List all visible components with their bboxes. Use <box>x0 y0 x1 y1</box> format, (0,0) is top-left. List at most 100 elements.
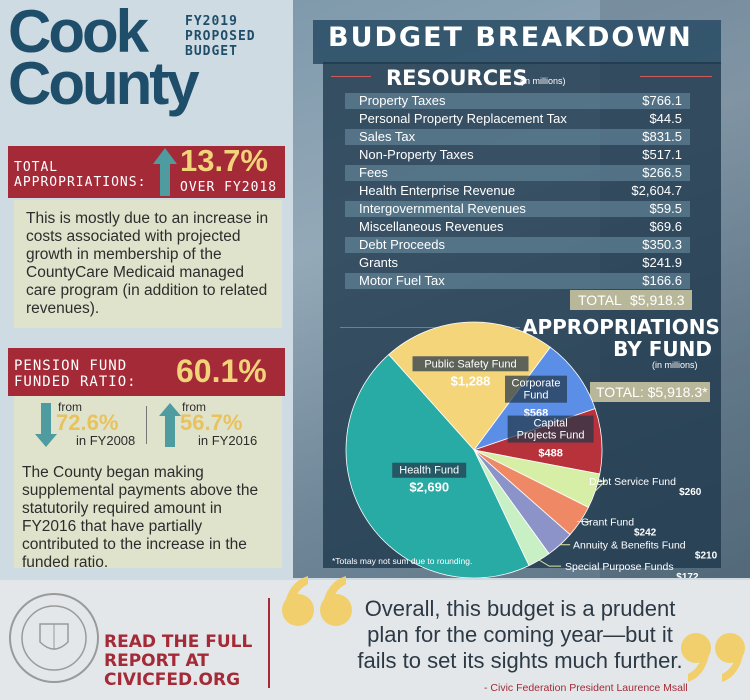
cta-line-2: REPORT AT <box>104 651 209 671</box>
pension-from2-year: in FY2016 <box>198 433 258 448</box>
resource-value: $59.5 <box>649 201 682 216</box>
resource-row: Property Taxes $766.1 <box>345 93 690 109</box>
resource-value: $831.5 <box>642 129 682 144</box>
resource-name: Personal Property Replacement Tax <box>359 111 567 126</box>
read-report-cta[interactable]: READ THE FULL REPORT AT CIVICFED.ORG <box>104 633 252 690</box>
pie-category-label: Public Safety Fund <box>424 358 516 370</box>
quote-line-1: Overall, this budget is a prudent <box>364 596 676 621</box>
resource-name: Property Taxes <box>359 93 446 108</box>
fy-line-3: BUDGET <box>185 44 238 59</box>
resources-rule-left <box>331 76 371 77</box>
pension-panel <box>14 396 282 568</box>
pension-label-2: FUNDED RATIO: <box>14 374 137 390</box>
resource-row: Fees $266.5 <box>345 165 690 181</box>
pie-category-label: Debt Service Fund <box>589 476 676 488</box>
pie-value-label: $172 <box>676 572 699 578</box>
resource-name: Sales Tax <box>359 129 416 144</box>
appropriations-description: This is mostly due to an increase in cos… <box>26 210 269 317</box>
quote-line-2: plan for the coming year—but it <box>367 622 673 647</box>
resource-name: Miscellaneous Revenues <box>359 219 504 234</box>
pension-value: 60.1% <box>176 353 267 389</box>
resources-unit: (in millions) <box>520 76 566 86</box>
resource-name: Grants <box>359 255 399 270</box>
pie-value-label: $260 <box>679 487 702 498</box>
pie-leader-line <box>538 559 561 567</box>
resource-row: Non-Property Taxes $517.1 <box>345 147 690 163</box>
resource-row: Personal Property Replacement Tax $44.5 <box>345 111 690 127</box>
pension-from2-word: from <box>182 400 206 414</box>
fy-line-1: FY2019 <box>185 14 238 29</box>
resource-value: $266.5 <box>642 165 682 180</box>
pie-category-label: Grant Fund <box>581 517 634 529</box>
down-arrow-icon <box>35 403 57 447</box>
footer-divider <box>268 598 270 688</box>
pie-label: Health Fund $2,690 <box>392 462 467 495</box>
quote-attribution: - Civic Federation President Laurence Ms… <box>484 682 688 694</box>
breakdown-title-bar <box>313 20 721 64</box>
resource-name: Non-Property Taxes <box>359 147 474 162</box>
appropriations-label: TOTAL APPROPRIATIONS: <box>14 160 146 190</box>
pie-leader-line <box>585 480 607 492</box>
resources-total-label: TOTAL <box>578 292 622 308</box>
fy-line-2: PROPOSED <box>185 29 256 44</box>
resource-name: Motor Fuel Tax <box>359 273 445 288</box>
appropriations-panel: This is mostly due to an increase in cos… <box>14 200 282 328</box>
resource-row: Debt Proceeds $350.3 <box>345 237 690 253</box>
cta-line-1: READ THE FULL <box>104 632 253 652</box>
pension-from1-year: in FY2008 <box>76 433 136 448</box>
resource-value: $2,604.7 <box>631 183 682 198</box>
pie-category-label: Health Fund <box>399 465 459 477</box>
resource-row: Motor Fuel Tax $166.6 <box>345 273 690 289</box>
resource-name: Fees <box>359 165 388 180</box>
pension-label-1: PENSION FUND <box>14 358 128 374</box>
approp-unit: (in millions) <box>652 360 698 370</box>
open-quote-icon <box>282 576 352 626</box>
resource-name: Debt Proceeds <box>359 237 445 252</box>
pension-description: The County began making supplemental pay… <box>22 464 259 571</box>
approp-rule <box>340 327 520 328</box>
resource-row: Health Enterprise Revenue $2,604.7 <box>345 183 690 199</box>
resource-value: $44.5 <box>649 111 682 126</box>
resource-value: $166.6 <box>642 273 682 288</box>
pension-label: PENSION FUND FUNDED RATIO: <box>14 358 137 390</box>
resource-row: Intergovernmental Revenues $59.5 <box>345 201 690 217</box>
pie-value-label: $1,288 <box>451 373 491 388</box>
pie-value-label: $210 <box>695 551 718 562</box>
resource-row: Miscellaneous Revenues $69.6 <box>345 219 690 235</box>
approp-total-box <box>590 382 710 402</box>
pie-label: Public Safety Fund $1,288 <box>412 356 529 388</box>
pension-divider <box>146 406 147 444</box>
pie-category-label: Projects Fund <box>517 430 585 442</box>
resources-rule-right <box>640 76 712 77</box>
pie-category-label: Capital <box>533 418 567 430</box>
pie-value-label: $2,690 <box>409 480 449 495</box>
resource-value: $241.9 <box>642 255 682 270</box>
county-title: Cook County <box>8 2 200 117</box>
fy-label: FY2019 PROPOSED BUDGET <box>185 14 256 59</box>
appropriations-label-1: TOTAL <box>14 160 59 175</box>
title-line-2: County <box>8 50 200 117</box>
appropriations-compare: OVER FY2018 <box>180 180 278 195</box>
pie-slice <box>388 321 551 451</box>
resources-total-value: $5,918.3 <box>630 292 685 308</box>
resource-value: $517.1 <box>642 147 682 162</box>
resources-total-box <box>570 290 692 310</box>
quote-text: Overall, this budget is a prudent plan f… <box>300 596 740 674</box>
resource-row: Grants $241.9 <box>345 255 690 271</box>
cta-line-3: CIVICFED.ORG <box>104 670 241 690</box>
appropriations-value: 13.7% <box>180 143 268 178</box>
pie-category-label: Fund <box>523 390 548 402</box>
pension-from1-word: from <box>58 400 82 414</box>
civic-federation-seal-icon <box>9 593 99 683</box>
pie-value-label: $488 <box>538 448 562 460</box>
resource-value: $766.1 <box>642 93 682 108</box>
approp-title-2: BY FUND <box>613 337 712 361</box>
resource-row: Sales Tax $831.5 <box>345 129 690 145</box>
footnote: *Totals may not sum due to rounding. <box>332 556 473 566</box>
resources-title: RESOURCES <box>386 66 528 90</box>
approp-title-1: APPROPRIATIONS <box>522 315 720 339</box>
pie-category-label: Corporate <box>512 378 561 390</box>
close-quote-icon <box>681 633 745 682</box>
appropriations-banner <box>8 146 285 198</box>
